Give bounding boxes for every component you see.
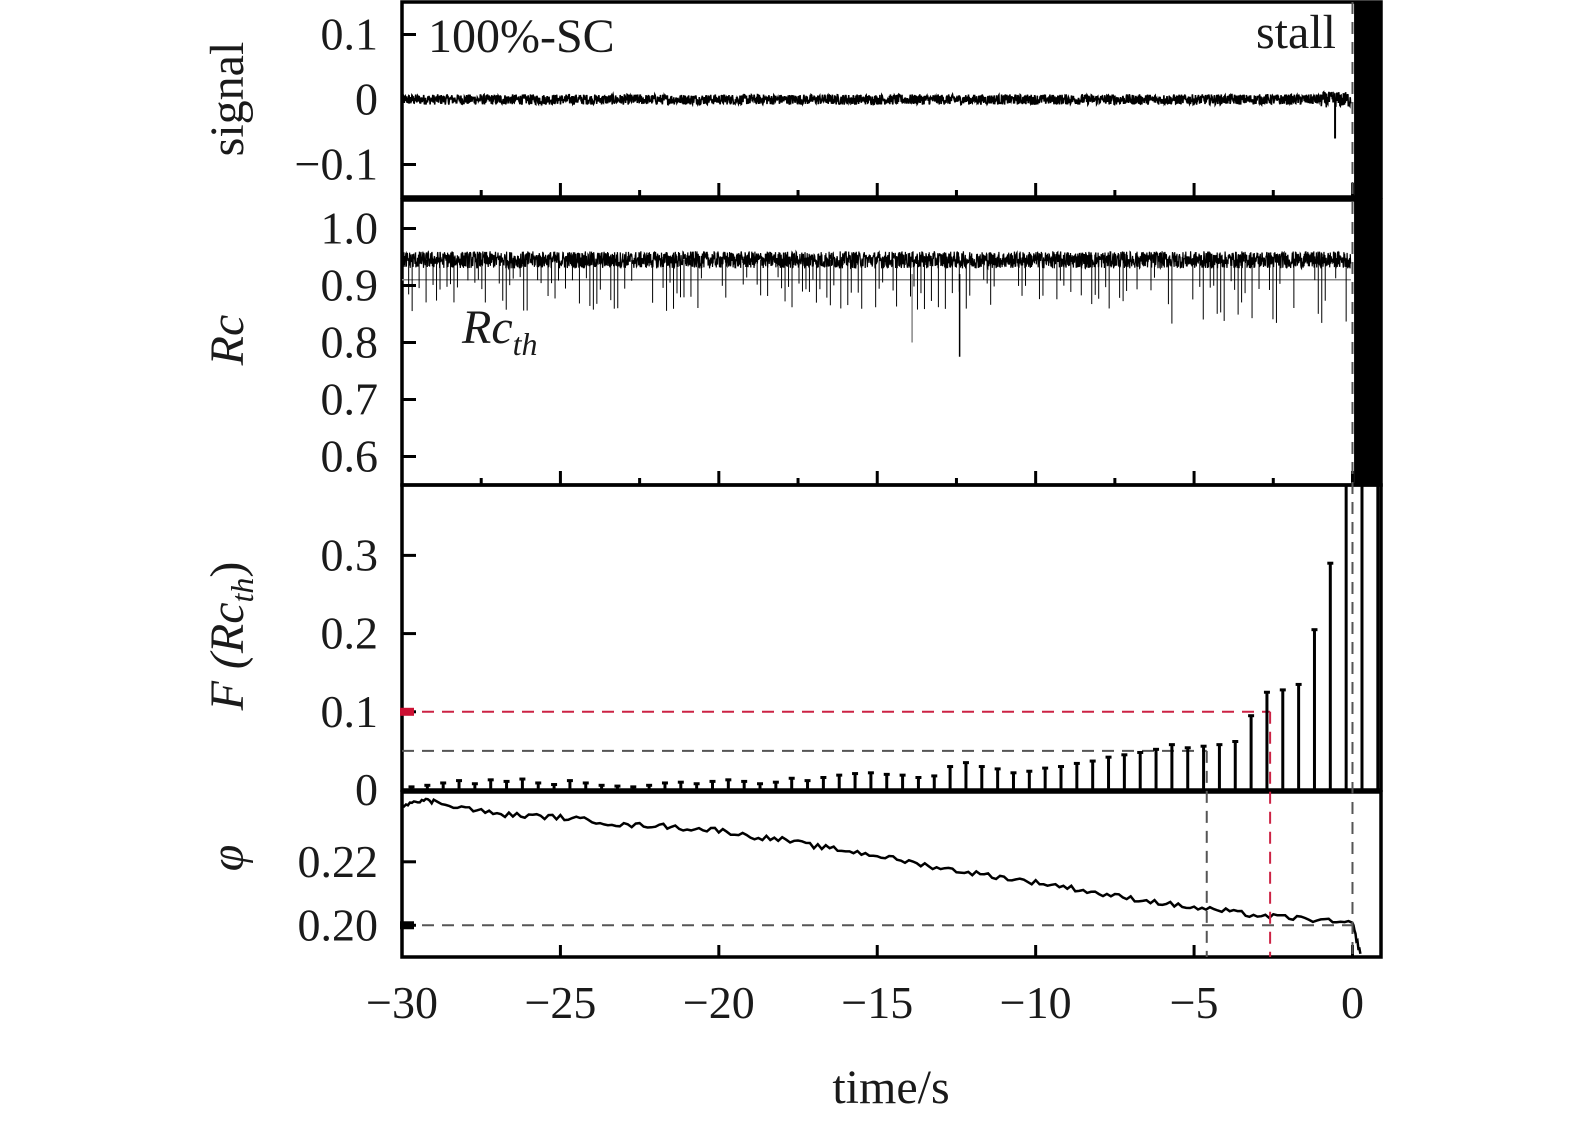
- y-tick-label: 0.22: [298, 836, 379, 887]
- y-tick-label: 0.9: [321, 260, 379, 311]
- x-tick-label: −15: [841, 977, 913, 1028]
- x-tick-label: −25: [524, 977, 596, 1028]
- y-tick-label: 0: [355, 74, 378, 125]
- f-ylabel-prefix: F (: [201, 650, 254, 711]
- stall-region: [1354, 200, 1381, 485]
- y-tick-label: 0.8: [321, 317, 379, 368]
- stall-region: [1354, 2, 1381, 197]
- panel-frame: [400, 198, 1383, 487]
- signal-trace: [401, 90, 1352, 109]
- signal-ylabel: signal: [201, 42, 254, 157]
- x-tick-label: −5: [1170, 977, 1219, 1028]
- panel-frame: [400, 483, 1383, 792]
- panels: 0.1 0 −0.1 1.0 0.9 0.8 0.7 0.6 0.3 0.2 0.1 0 0.22 0.2…: [295, 0, 1383, 1028]
- stall-label: stall: [1256, 6, 1336, 59]
- rc-ylabel: Rc: [201, 315, 254, 367]
- y-tick-label: 0.20: [298, 899, 379, 950]
- condition-label: 100%-SC: [428, 10, 615, 63]
- x-tick-label: 0: [1341, 977, 1364, 1028]
- f-threshold-marker: [400, 707, 414, 716]
- rc-trace: [401, 249, 1352, 271]
- f-ylabel-suffix: ): [201, 562, 254, 578]
- y-tick-label: 0.7: [321, 374, 379, 425]
- phi-trace: [401, 797, 1362, 955]
- f-ylabel-sub: th: [224, 578, 260, 603]
- x-tick-label: −20: [683, 977, 755, 1028]
- panel-frame: [400, 790, 1383, 959]
- rc-threshold-main: Rc: [461, 301, 513, 354]
- phi-ylabel: φ: [201, 845, 254, 872]
- f-ylabel-main: Rc: [201, 602, 254, 654]
- rc-threshold-label: Rcth: [461, 301, 538, 362]
- f-ylabel: F (Rcth): [201, 562, 260, 712]
- x-axis-label: time/s: [832, 1061, 949, 1114]
- y-tick-label: 1.0: [321, 203, 379, 254]
- x-tick-label: −10: [1000, 977, 1072, 1028]
- y-tick-label: 0.1: [321, 686, 379, 737]
- y-tick-label: 0.3: [321, 529, 379, 580]
- y-tick-label: 0.2: [321, 608, 379, 659]
- y-tick-label: −0.1: [295, 139, 378, 190]
- y-tick-label: 0: [355, 764, 378, 815]
- y-tick-label: 0.6: [321, 431, 379, 482]
- y-tick-label: 0.1: [321, 9, 379, 60]
- x-tick-label: −30: [366, 977, 438, 1028]
- phi-threshold-marker: [400, 921, 414, 930]
- rc-threshold-sub: th: [513, 326, 538, 362]
